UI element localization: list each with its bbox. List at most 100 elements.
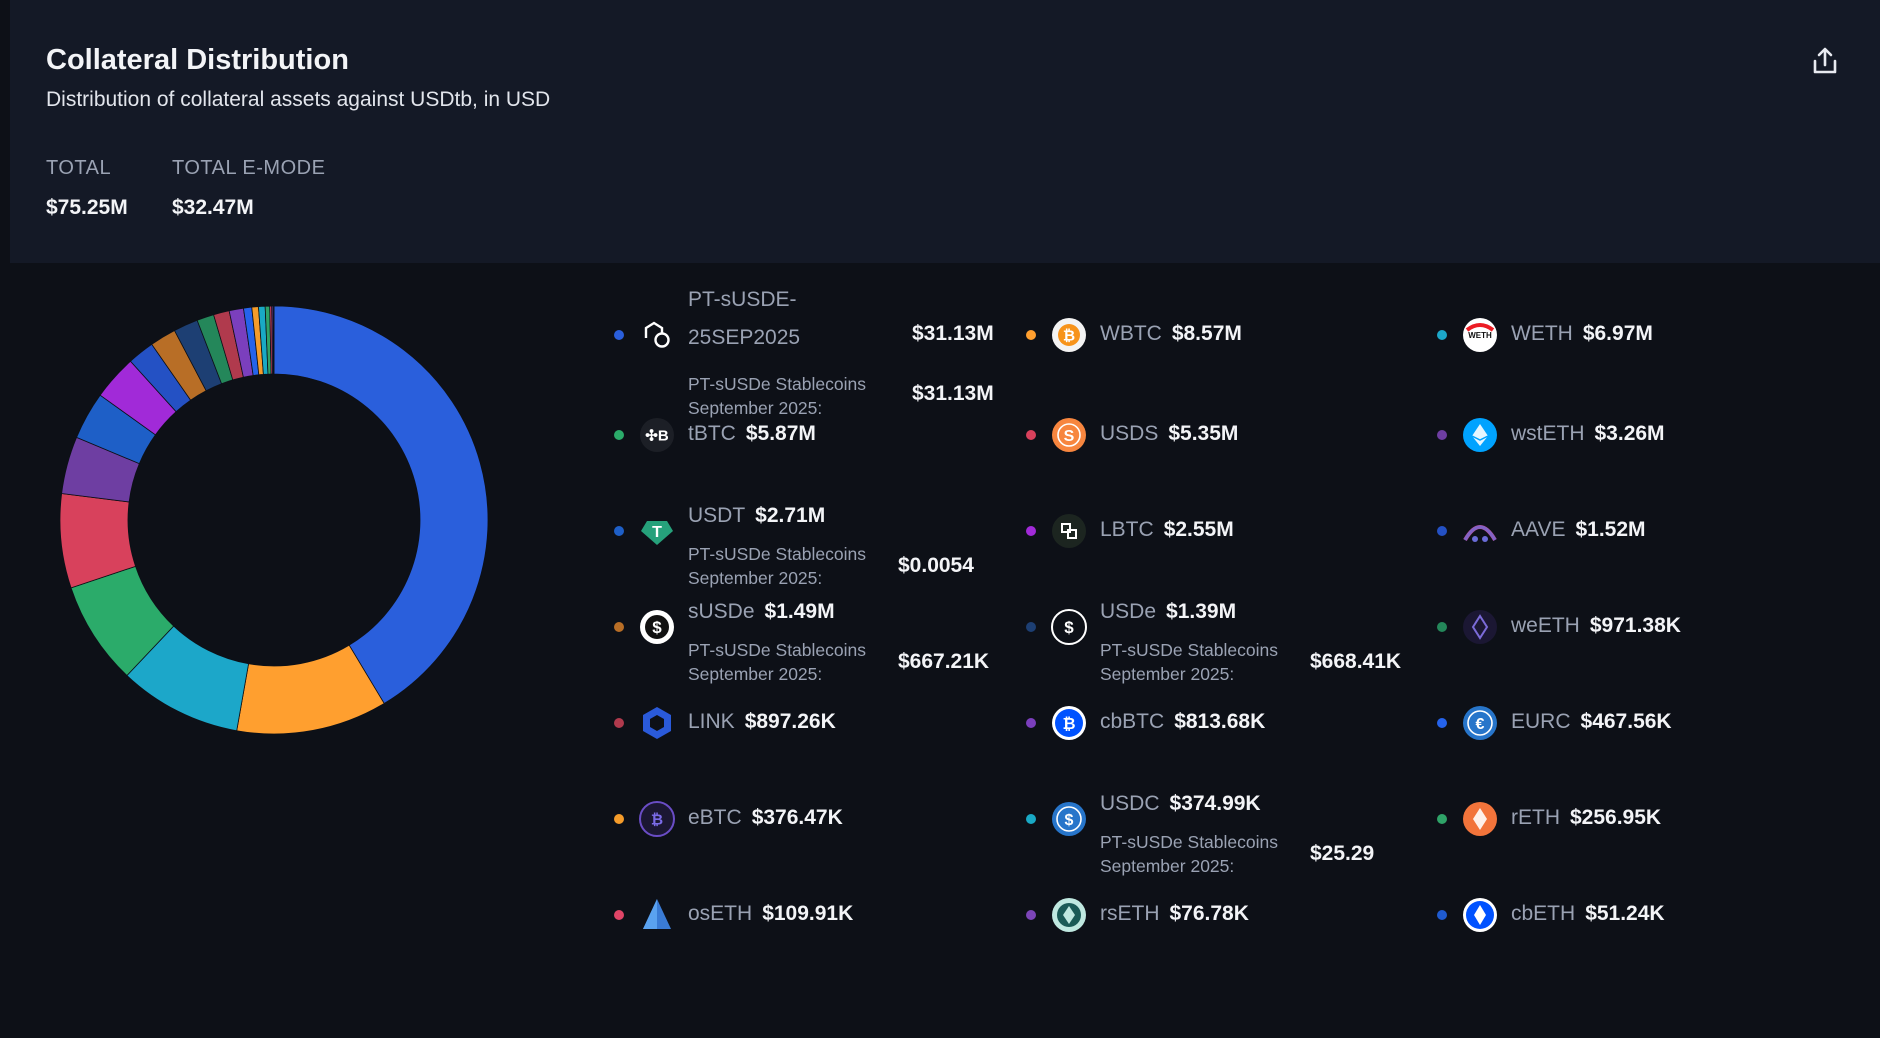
cbbtc-icon: ₿ [1050, 704, 1088, 742]
legend-value: $256.95K [1570, 806, 1662, 829]
legend-sub-value: $0.0054 [898, 554, 974, 577]
legend-sub-value: $667.21K [898, 650, 990, 673]
legend-color-dot [1026, 910, 1036, 920]
total-emode-value: $32.47M [172, 196, 254, 219]
usdc-icon: $ [1050, 800, 1088, 838]
legend-name: eBTC [688, 806, 742, 829]
legend-item[interactable]: ₿ cbBTC $813.68K [1012, 678, 1412, 768]
legend-item[interactable]: cbETH $51.24K [1423, 870, 1823, 960]
donut-chart-svg [59, 305, 489, 735]
legend-color-dot [1026, 718, 1036, 728]
legend-color-dot [614, 814, 624, 824]
legend-item[interactable]: rETH $256.95K [1423, 774, 1823, 864]
legend-name: rsETH [1100, 902, 1160, 925]
svg-text:$: $ [652, 618, 662, 637]
legend-name: AAVE [1511, 518, 1566, 541]
legend-color-dot [614, 910, 624, 920]
tbtc-icon: ✣B [638, 416, 676, 454]
legend-name: EURC [1511, 710, 1571, 733]
aave-icon [1461, 512, 1499, 550]
legend-item[interactable]: ✣B tBTC $5.87M [600, 390, 1000, 480]
legend-name: USDS [1100, 422, 1159, 445]
legend-color-dot [1437, 330, 1447, 340]
svg-text:WETH: WETH [1468, 331, 1492, 340]
weth-icon: WETH [1461, 316, 1499, 354]
donut-slice-pt-susde-25sep2025[interactable] [273, 305, 489, 705]
svg-text:✣B: ✣B [645, 427, 669, 444]
legend-item[interactable]: wstETH $3.26M [1423, 390, 1823, 480]
wsteth-icon [1461, 416, 1499, 454]
legend-sub-label: PT-sUSDe Stablecoins September 2025: [1100, 832, 1278, 876]
legend-value: $3.26M [1594, 422, 1665, 445]
total-emode-label: TOTAL E-MODE [172, 157, 326, 179]
svg-text:₿: ₿ [651, 811, 663, 828]
legend-item[interactable]: LINK $897.26K [600, 678, 1000, 768]
legend-item[interactable]: rsETH $76.78K [1012, 870, 1412, 960]
legend-value: $2.71M [755, 504, 826, 527]
legend-item[interactable]: $ USDe $1.39M PT-sUSDe Stablecoins Septembe… [1012, 582, 1412, 684]
legend-sub-label: PT-sUSDe Stablecoins September 2025: [688, 374, 866, 418]
legend-sub-label: PT-sUSDe Stablecoins September 2025: [688, 640, 866, 684]
legend-item[interactable]: osETH $109.91K [600, 870, 1000, 960]
weeth-icon [1461, 608, 1499, 646]
card-subtitle: Distribution of collateral assets agains… [46, 88, 551, 111]
legend-name: WBTC [1100, 322, 1162, 345]
svg-text:$: $ [1065, 812, 1074, 829]
svg-text:S: S [1064, 428, 1075, 445]
card-header: Collateral Distribution Distribution of … [10, 0, 1880, 263]
svg-text:$: $ [1064, 618, 1074, 637]
susde-icon: $ [638, 608, 676, 646]
legend-item[interactable]: S USDS $5.35M [1012, 390, 1412, 480]
legend-item[interactable]: LBTC $2.55M [1012, 486, 1412, 576]
legend-sub-value: $668.41K [1310, 650, 1402, 673]
card-title: Collateral Distribution [46, 44, 349, 76]
legend-color-dot [614, 622, 624, 632]
reth-icon [1461, 800, 1499, 838]
wbtc-icon: ₿ [1050, 316, 1088, 354]
legend-name: weETH [1511, 614, 1580, 637]
legend-item[interactable]: $ USDC $374.99K PT-sUSDe Stablecoins Septem… [1012, 774, 1412, 876]
legend-item[interactable]: PT-sUSDE-25SEP2025 $31.13M PT-sUSDe Stable… [600, 288, 1000, 418]
legend-value: $2.55M [1163, 518, 1234, 541]
legend-name: osETH [688, 902, 753, 925]
legend-item[interactable]: WETH WETH $6.97M [1423, 290, 1823, 380]
legend-value: $813.68K [1174, 710, 1266, 733]
legend-name: PT-sUSDE-25SEP2025 [688, 288, 801, 349]
legend-color-dot [1026, 526, 1036, 536]
legend-item[interactable]: ₿ WBTC $8.57M [1012, 290, 1412, 380]
link-icon [638, 704, 676, 742]
svg-text:T: T [652, 524, 662, 541]
legend-sub-label: PT-sUSDe Stablecoins September 2025: [1100, 640, 1278, 684]
legend-name: rETH [1511, 806, 1560, 829]
legend-name: LBTC [1100, 518, 1154, 541]
legend-value: $76.78K [1169, 902, 1249, 925]
legend-value: $1.39M [1166, 600, 1237, 623]
donut-slice-cbeth[interactable] [272, 305, 275, 375]
svg-text:₿: ₿ [1062, 715, 1075, 733]
legend-item[interactable]: € EURC $467.56K [1423, 678, 1823, 768]
share-export-button[interactable] [1808, 44, 1842, 78]
legend: PT-sUSDE-25SEP2025 $31.13M PT-sUSDe Stable… [600, 288, 1860, 1010]
rseth-icon [1050, 896, 1088, 934]
usds-icon: S [1050, 416, 1088, 454]
svg-text:₿: ₿ [1063, 327, 1075, 344]
ebtc-icon: ₿ [638, 800, 676, 838]
legend-item[interactable]: ₿ eBTC $376.47K [600, 774, 1000, 864]
legend-name: USDC [1100, 792, 1160, 815]
legend-item[interactable]: T USDT $2.71M PT-sUSDe Stablecoins Septembe… [600, 486, 1000, 588]
lbtc-icon [1050, 512, 1088, 550]
legend-item[interactable]: weETH $971.38K [1423, 582, 1823, 672]
legend-value: $1.49M [764, 600, 835, 623]
legend-item[interactable]: AAVE $1.52M [1423, 486, 1823, 576]
legend-value: $8.57M [1171, 322, 1242, 345]
legend-name: tBTC [688, 422, 736, 445]
legend-name: sUSDe [688, 600, 755, 623]
eurc-icon: € [1461, 704, 1499, 742]
legend-name: LINK [688, 710, 735, 733]
legend-value: $376.47K [751, 806, 843, 829]
legend-color-dot [1026, 330, 1036, 340]
legend-color-dot [1437, 526, 1447, 536]
usde-icon: $ [1050, 608, 1088, 646]
cbeth-icon [1461, 896, 1499, 934]
legend-item[interactable]: $ sUSDe $1.49M PT-sUSDe Stablecoins Septemb… [600, 582, 1000, 684]
